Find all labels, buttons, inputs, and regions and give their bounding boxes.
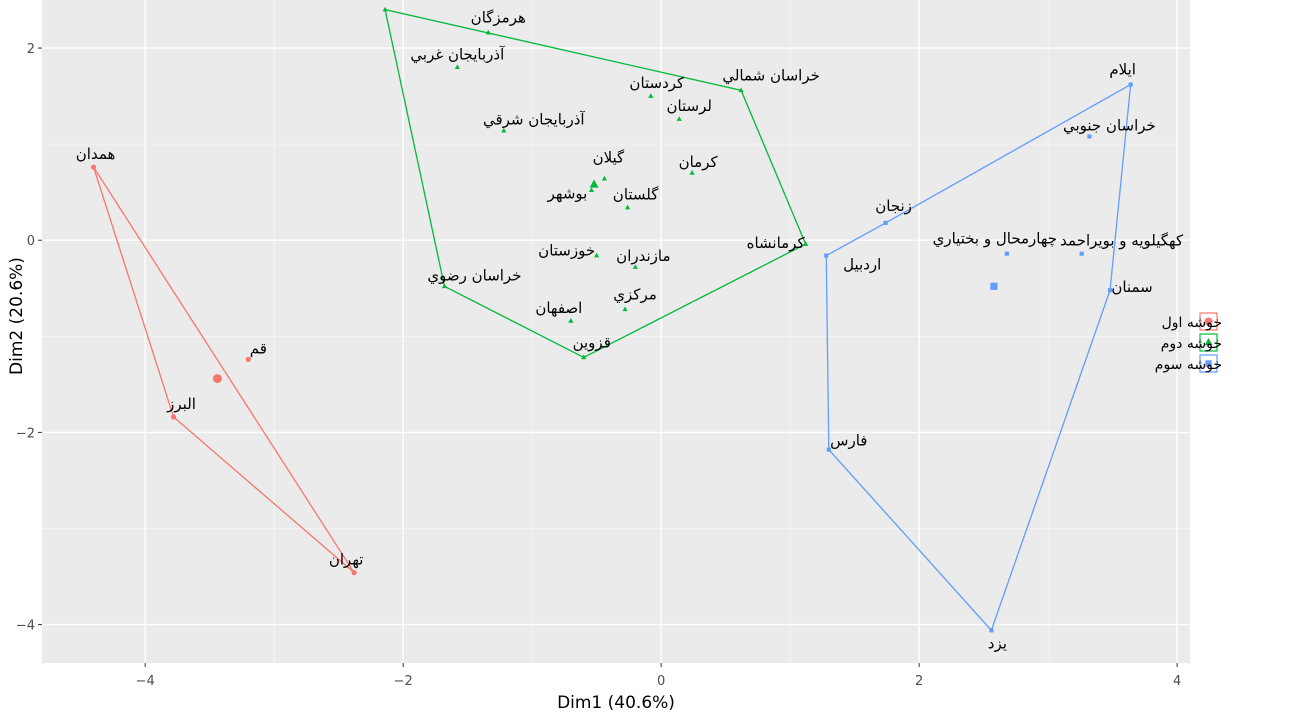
point-label: كرمان xyxy=(679,153,719,171)
cluster-hull-2 xyxy=(384,8,807,359)
y-tick-label: −4 xyxy=(16,619,35,634)
legend-key-marker xyxy=(1204,317,1213,326)
grid-minor xyxy=(42,0,1190,663)
data-point xyxy=(601,175,607,181)
data-point xyxy=(625,204,631,210)
data-point xyxy=(90,164,97,170)
point-label: هرمزگان xyxy=(471,9,526,27)
cluster-centroid-1 xyxy=(212,374,222,384)
data-point xyxy=(803,241,809,246)
data-point xyxy=(382,6,388,12)
point-label: خراسان رضوي xyxy=(427,266,521,285)
point-label: يزد xyxy=(988,634,1007,652)
legend-label: خوشه اول xyxy=(1162,315,1222,331)
point-label: زنجان xyxy=(875,197,912,215)
data-point xyxy=(1079,251,1084,256)
data-point xyxy=(883,220,888,226)
point-label: چهارمحال و بختياري xyxy=(933,230,1057,249)
data-point xyxy=(824,253,829,258)
point-label: كرمانشاه xyxy=(747,234,806,252)
data-point xyxy=(1107,288,1113,293)
y-tick-label: 0 xyxy=(27,234,35,249)
x-tick-label: −2 xyxy=(394,674,413,689)
point-label: اصفهان xyxy=(535,299,582,317)
x-tick-label: 0 xyxy=(657,674,665,689)
cluster-centroids xyxy=(212,179,998,384)
data-point xyxy=(676,116,682,121)
point-label: بوشهر xyxy=(547,184,588,202)
data-point xyxy=(170,414,177,420)
point-label: مركزي xyxy=(613,285,656,304)
cluster-centroid-3 xyxy=(990,282,998,290)
data-points xyxy=(90,6,1133,633)
cluster-hull-1 xyxy=(92,166,355,574)
data-point xyxy=(351,570,357,576)
legend: خوشه اول خوشه دوم خوشه سوم xyxy=(1155,312,1222,373)
x-axis-ticks: −4 −2 0 2 4 xyxy=(136,663,1181,689)
legend-label: خوشه دوم xyxy=(1161,336,1222,352)
point-label: لرستان xyxy=(666,97,712,115)
point-label: ايلام xyxy=(1109,61,1136,79)
data-point xyxy=(989,628,994,633)
y-axis-title: Dim2 (20.6%) xyxy=(7,257,27,375)
x-tick-label: 4 xyxy=(1173,674,1181,689)
point-label: قم xyxy=(250,339,267,357)
data-point xyxy=(1004,251,1009,256)
data-point xyxy=(441,283,448,289)
data-point xyxy=(454,64,460,70)
x-tick-label: −4 xyxy=(136,674,155,689)
x-axis-title: Dim1 (40.6%) xyxy=(557,693,675,713)
data-point xyxy=(594,252,600,258)
point-label: تهران xyxy=(329,551,364,569)
point-label: آذربايجان غربي xyxy=(410,45,505,64)
point-label: گلستان xyxy=(613,186,659,204)
y-tick-label: −2 xyxy=(16,426,35,441)
data-point xyxy=(648,93,654,98)
data-point xyxy=(1087,134,1092,139)
point-label: اردبيل xyxy=(843,256,881,274)
point-label: خراسان جنوبي xyxy=(1063,116,1156,135)
data-point xyxy=(632,264,638,269)
point-labels: همدانقمالبرزتهرانسيستان و بلوچستانهرمزگا… xyxy=(76,9,1184,653)
point-label: همدان xyxy=(76,145,116,163)
point-label: كردستان xyxy=(629,74,685,92)
point-label: آذربايجان شرقي xyxy=(483,111,585,130)
point-label: فارس xyxy=(830,432,867,450)
data-point xyxy=(581,354,587,360)
data-point xyxy=(689,170,695,175)
data-point xyxy=(588,187,595,193)
point-label: سمنان xyxy=(1111,278,1152,296)
x-tick-label: 2 xyxy=(915,674,923,689)
point-label: خراسان شمالي xyxy=(722,66,820,85)
cluster-centroid-2 xyxy=(589,179,599,188)
data-point xyxy=(738,87,744,93)
point-label: گيلان xyxy=(593,149,625,167)
data-point xyxy=(826,447,831,452)
y-axis-ticks: −4 −2 0 2 xyxy=(16,42,42,634)
legend-key-marker xyxy=(1204,338,1213,346)
data-point xyxy=(501,127,507,133)
legend-label: خوشه سوم xyxy=(1155,357,1222,373)
point-label: قزوين xyxy=(573,333,611,351)
point-label: البرز xyxy=(166,395,196,413)
point-label: مازندران xyxy=(616,247,670,265)
grid-major xyxy=(42,0,1190,663)
y-tick-label: 2 xyxy=(27,42,35,57)
data-point xyxy=(485,29,491,35)
data-point xyxy=(622,306,628,312)
data-point xyxy=(245,356,251,362)
plot-panel xyxy=(42,0,1190,663)
point-label: كهگيلويه و بويراحمد xyxy=(1060,232,1184,250)
point-label: خوزستان xyxy=(538,242,595,260)
legend-key-marker xyxy=(1205,360,1212,367)
data-point xyxy=(568,318,574,323)
data-point xyxy=(1128,82,1133,87)
